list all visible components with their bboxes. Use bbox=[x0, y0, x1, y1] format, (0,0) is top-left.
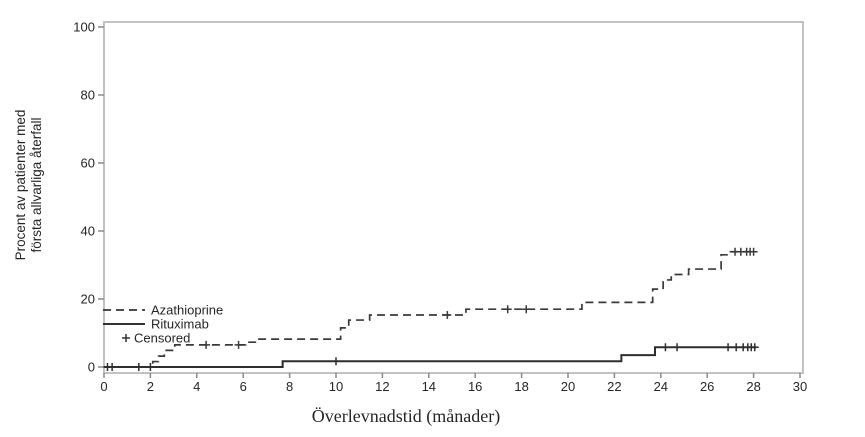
plot-area-border bbox=[103, 21, 804, 374]
y-tick-label: 60 bbox=[81, 156, 95, 171]
legend-item-azathioprine: Azathioprine bbox=[103, 303, 223, 318]
censor-mark-rituximab bbox=[134, 363, 143, 371]
y-tick-label: 80 bbox=[81, 88, 95, 103]
x-tick-label: 12 bbox=[375, 379, 389, 394]
legend-label-rituximab: Rituximab bbox=[151, 317, 209, 332]
x-tick-label: 4 bbox=[193, 379, 200, 394]
x-axis-title: Överlevnadstid (månader) bbox=[312, 406, 500, 427]
censor-mark-rituximab bbox=[673, 343, 682, 352]
censor-mark-rituximab bbox=[146, 363, 155, 371]
x-tick-label: 22 bbox=[607, 379, 621, 394]
x-tick-label: 14 bbox=[422, 379, 436, 394]
censor-mark-azathioprine bbox=[749, 247, 758, 256]
censor-mark-azathioprine bbox=[202, 340, 211, 349]
censor-mark-rituximab bbox=[332, 357, 340, 366]
x-tick-label: 26 bbox=[700, 379, 714, 394]
x-tick-label: 16 bbox=[468, 379, 482, 394]
censor-mark-azathioprine bbox=[522, 305, 531, 314]
legend-item-censored: Censored bbox=[122, 331, 190, 346]
x-tick-label: 10 bbox=[329, 379, 343, 394]
x-tick-label: 18 bbox=[514, 379, 528, 394]
series-curves bbox=[104, 250, 756, 368]
legend-plus-icon bbox=[122, 334, 130, 342]
y-tick-label: 20 bbox=[81, 292, 95, 307]
censor-mark-rituximab bbox=[661, 343, 670, 352]
legend-label-azathioprine: Azathioprine bbox=[151, 303, 223, 318]
y-tick-label: 40 bbox=[81, 224, 95, 239]
legend-item-rituximab: Rituximab bbox=[103, 317, 209, 332]
y-axis-title-line2: första allvarliga återfall bbox=[29, 117, 44, 252]
y-tick-label: 0 bbox=[88, 360, 95, 375]
x-tick-label: 30 bbox=[793, 379, 807, 394]
x-tick-label: 0 bbox=[100, 379, 107, 394]
x-tick-label: 2 bbox=[147, 379, 154, 394]
x-tick-label: 8 bbox=[286, 379, 293, 394]
censor-mark-rituximab bbox=[108, 363, 117, 371]
censor-mark-rituximab bbox=[750, 343, 759, 352]
x-tick-label: 6 bbox=[240, 379, 247, 394]
censor-mark-rituximab bbox=[724, 343, 733, 352]
censor-mark-azathioprine bbox=[234, 340, 243, 349]
series-rituximab-curve bbox=[104, 346, 756, 368]
y-axis-title-line1: Procent av patienter med bbox=[13, 110, 28, 261]
censor-mark-azathioprine bbox=[443, 310, 452, 319]
legend-label-censored: Censored bbox=[134, 331, 190, 346]
series-azathioprine-curve bbox=[104, 250, 756, 368]
censor-mark-azathioprine bbox=[503, 305, 512, 314]
x-tick-label: 24 bbox=[654, 379, 668, 394]
censor-marks bbox=[103, 247, 759, 371]
x-axis-ticks: 0 2 4 6 8 10 12 14 16 18 20 22 24 26 28 30 bbox=[100, 373, 807, 394]
x-tick-label: 28 bbox=[746, 379, 760, 394]
x-tick-label: 20 bbox=[561, 379, 575, 394]
y-axis-ticks: 0 20 40 60 80 100 bbox=[73, 20, 104, 375]
y-tick-label: 100 bbox=[73, 20, 95, 35]
censor-mark-rituximab bbox=[732, 343, 741, 352]
